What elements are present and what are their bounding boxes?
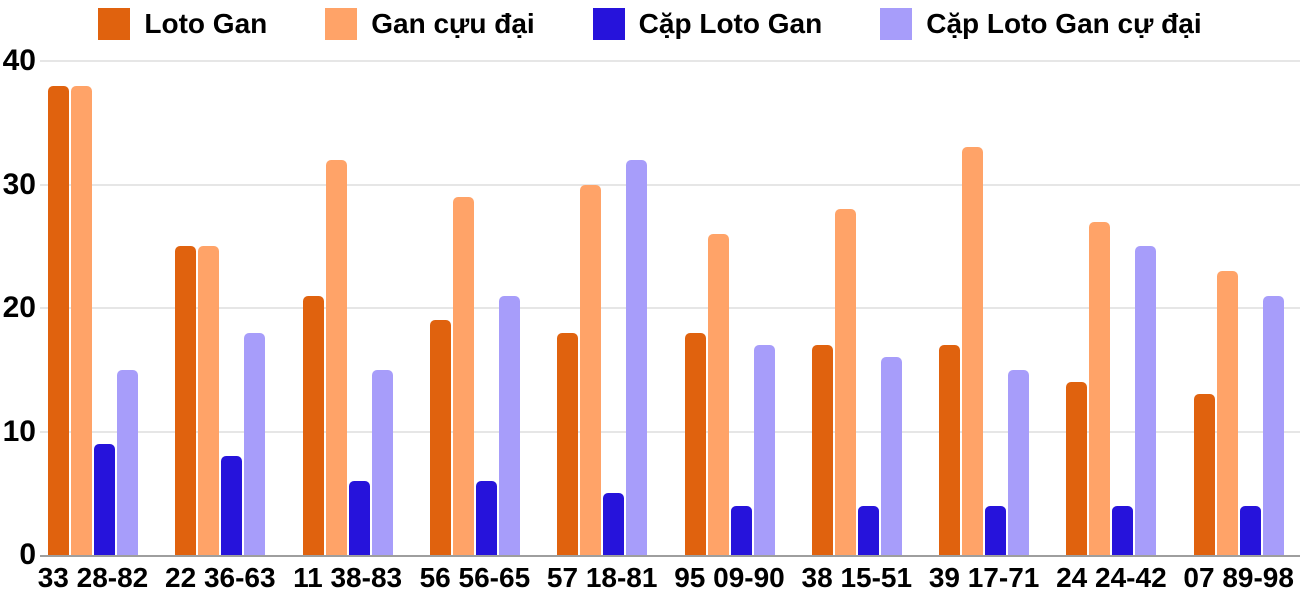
- bar-series-2-group-8: [1112, 505, 1134, 555]
- x-axis-label: 57 18-81: [546, 562, 658, 593]
- bar-series-2-group-4: [603, 493, 625, 555]
- bar-series-2-group-1: [221, 456, 243, 555]
- bar-series-2-group-0: [94, 443, 115, 555]
- legend-item-1[interactable]: Gan cựu đại: [325, 8, 535, 40]
- y-axis-tick-label: 0: [19, 538, 36, 571]
- legend: Loto Gan Gan cựu đại Cặp Loto Gan Cặp Loto …: [0, 8, 1300, 40]
- bar-series-0-group-9: [1193, 394, 1215, 555]
- bar-group: [429, 61, 520, 555]
- bar-series-0-group-1: [175, 246, 197, 555]
- bar-series-1-group-3: [452, 196, 474, 555]
- gridline: [40, 60, 1300, 62]
- bar-group: [557, 61, 648, 555]
- legend-label: Cặp Loto Gan cự đại: [926, 8, 1202, 39]
- bar-series-3-group-3: [498, 295, 520, 555]
- x-axis-label: 22 36-63: [165, 562, 276, 593]
- bar-series-0-group-8: [1066, 382, 1088, 555]
- x-axis-label: 95 09-90: [674, 562, 785, 593]
- bar-series-2-group-5: [730, 505, 752, 555]
- bar-group: [684, 61, 775, 555]
- gridline: [40, 183, 1300, 186]
- legend-swatch-icon: [98, 8, 131, 40]
- legend-label: Cặp Loto Gan: [638, 8, 823, 39]
- y-axis-tick-label: 10: [2, 414, 36, 448]
- bar-series-1-group-0: [71, 85, 92, 555]
- bar-group: [1193, 61, 1284, 555]
- bar-series-2-group-6: [857, 505, 879, 555]
- bar-group: [1066, 61, 1157, 555]
- gridline: [40, 430, 1300, 433]
- x-axis-label: 33 28-82: [37, 562, 149, 593]
- bar-series-3-group-0: [117, 369, 138, 555]
- bar-series-1-group-5: [707, 233, 729, 555]
- bar-group: [302, 61, 393, 555]
- x-axis-label: 11 38-83: [293, 562, 403, 593]
- bar-series-2-group-3: [475, 480, 497, 555]
- bar-series-1-group-6: [834, 209, 856, 555]
- x-axis-label: 24 24-42: [1056, 562, 1167, 593]
- bar-series-0-group-2: [302, 295, 324, 555]
- bar-group: [175, 61, 266, 555]
- bar-series-3-group-4: [626, 159, 648, 555]
- bar-group: [48, 61, 138, 555]
- legend-label: Loto Gan: [144, 8, 268, 39]
- bar-series-1-group-2: [325, 159, 347, 555]
- y-axis-tick-label: 20: [2, 291, 36, 324]
- bar-series-2-group-9: [1239, 505, 1261, 555]
- bar-series-3-group-8: [1135, 246, 1157, 555]
- bar-series-3-group-9: [1262, 295, 1284, 555]
- bar-series-2-group-2: [348, 480, 370, 555]
- legend-item-0[interactable]: Loto Gan: [98, 8, 267, 40]
- bar-series-1-group-9: [1216, 270, 1238, 555]
- legend-item-2[interactable]: Cặp Loto Gan: [592, 8, 823, 40]
- bar-series-0-group-7: [939, 345, 961, 555]
- bar-series-0-group-5: [684, 332, 706, 555]
- x-axis-line: [40, 555, 1300, 557]
- x-axis-label: 38 15-51: [801, 562, 913, 593]
- bar-series-0-group-3: [429, 320, 451, 555]
- bar-series-1-group-7: [962, 147, 984, 555]
- bar-series-1-group-8: [1089, 221, 1111, 555]
- bar-series-0-group-0: [48, 85, 69, 555]
- x-axis-label: 39 17-71: [928, 562, 1040, 593]
- x-axis-label: 07 89-98: [1183, 562, 1294, 593]
- bar-series-1-group-1: [198, 246, 220, 555]
- bar-series-0-group-6: [811, 345, 833, 555]
- legend-label: Gan cựu đại: [371, 8, 535, 39]
- bar-series-3-group-6: [880, 357, 902, 555]
- bar-group: [939, 61, 1030, 555]
- legend-item-3[interactable]: Cặp Loto Gan cự đại: [880, 8, 1202, 40]
- y-axis-tick-label: 30: [2, 167, 36, 201]
- y-axis-tick-label: 40: [2, 44, 36, 77]
- legend-swatch-icon: [880, 8, 913, 40]
- legend-swatch-icon: [592, 8, 625, 40]
- bar-series-3-group-7: [1008, 369, 1030, 555]
- gridline: [40, 307, 1300, 309]
- bar-series-0-group-4: [557, 332, 579, 555]
- bar-series-1-group-4: [580, 184, 602, 555]
- bar-group: [811, 61, 902, 555]
- bar-series-3-group-1: [244, 332, 266, 555]
- bar-series-3-group-5: [753, 345, 775, 555]
- legend-swatch-icon: [325, 8, 358, 40]
- bar-series-2-group-7: [985, 505, 1007, 555]
- x-axis-label: 56 56-65: [419, 562, 531, 593]
- bar-series-3-group-2: [371, 369, 393, 555]
